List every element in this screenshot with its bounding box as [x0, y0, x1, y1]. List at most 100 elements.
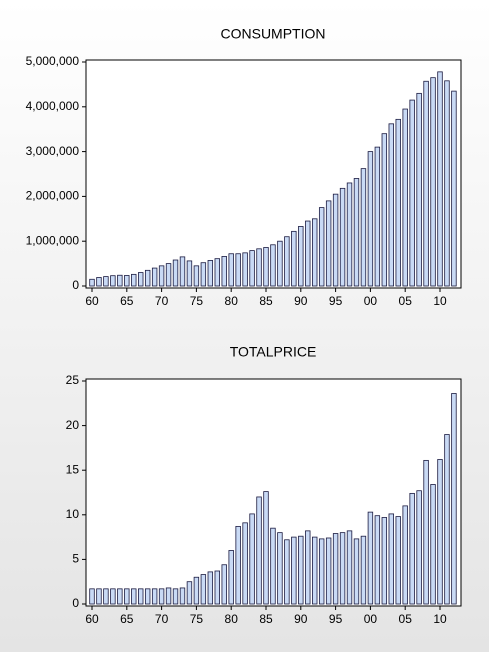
bar [291, 536, 297, 605]
bar [172, 588, 179, 605]
bar [144, 269, 151, 287]
bar [346, 530, 353, 605]
bar [318, 207, 325, 287]
bar [117, 588, 123, 605]
bar [360, 535, 367, 605]
bar [318, 538, 325, 605]
bar [242, 252, 248, 287]
bar [221, 564, 227, 605]
bar [298, 535, 304, 605]
x-tick-label: 65 [120, 294, 134, 308]
bar [228, 253, 234, 287]
bar [284, 236, 290, 287]
bar [138, 588, 144, 605]
x-tick-label: 65 [120, 612, 134, 626]
chart-title: TOTALPRICE [230, 344, 317, 360]
bar [110, 275, 116, 287]
y-tick-label: 2,000,000 [26, 189, 80, 203]
bar [124, 588, 130, 605]
bar [409, 99, 415, 287]
x-tick-label: 70 [155, 612, 169, 626]
x-tick-label: 80 [225, 294, 239, 308]
x-tick-label: 70 [155, 294, 169, 308]
bar [339, 187, 346, 287]
bar [235, 525, 241, 605]
bar [214, 570, 220, 605]
bar [381, 133, 388, 287]
bar [346, 182, 353, 287]
bar [332, 193, 339, 287]
bar [291, 230, 297, 287]
x-tick-label: 90 [294, 612, 308, 626]
bar [124, 275, 130, 287]
bar [409, 492, 415, 605]
bar [284, 539, 290, 605]
bar [444, 80, 450, 287]
bar [96, 588, 102, 605]
x-tick-label: 10 [433, 294, 447, 308]
bar [332, 533, 339, 605]
bar [165, 587, 172, 605]
bar [103, 588, 109, 605]
bar [214, 258, 220, 287]
bar [444, 434, 450, 605]
chart-title: CONSUMPTION [221, 26, 326, 42]
bar [193, 265, 200, 287]
bar [138, 272, 144, 287]
bar [263, 247, 269, 287]
bar [89, 278, 95, 287]
bar [395, 118, 401, 287]
bar [277, 240, 283, 287]
bar [451, 393, 457, 605]
y-tick-label: 10 [66, 507, 80, 521]
bar [96, 277, 102, 287]
bar [270, 244, 276, 287]
bar [423, 80, 429, 287]
bar [221, 256, 227, 287]
bar [110, 588, 116, 605]
bar [312, 536, 318, 605]
bar [367, 511, 374, 605]
bar [207, 571, 214, 605]
bar [430, 77, 436, 287]
bar [117, 274, 123, 287]
x-tick-label: 75 [190, 294, 204, 308]
x-tick-label: 10 [433, 612, 447, 626]
bar [186, 581, 193, 605]
bar [235, 253, 241, 287]
bar [256, 496, 262, 605]
bar [388, 513, 394, 605]
bar [325, 200, 332, 287]
bar [151, 267, 158, 287]
bar [367, 151, 374, 287]
bar [437, 71, 443, 287]
bar [353, 538, 360, 605]
bar [158, 588, 165, 605]
bar [249, 250, 255, 287]
x-tick-label: 60 [85, 612, 99, 626]
bar [374, 146, 381, 287]
bar [430, 484, 436, 605]
bar [200, 574, 207, 605]
bar [388, 123, 394, 287]
bar [416, 490, 422, 605]
bar [263, 491, 269, 605]
x-tick-label: 95 [329, 294, 343, 308]
bar [305, 220, 311, 287]
bar [172, 259, 179, 287]
bar [131, 273, 137, 287]
y-tick-label: 5,000,000 [26, 54, 80, 68]
bar [395, 516, 401, 605]
bar [353, 178, 360, 287]
bar [242, 522, 248, 605]
x-tick-label: 75 [190, 612, 204, 626]
y-tick-label: 0 [72, 278, 79, 292]
bar [89, 588, 95, 605]
x-tick-label: 85 [259, 294, 273, 308]
bar [270, 527, 276, 605]
x-tick-label: 05 [399, 612, 413, 626]
bar [298, 226, 304, 287]
bar [193, 576, 200, 605]
